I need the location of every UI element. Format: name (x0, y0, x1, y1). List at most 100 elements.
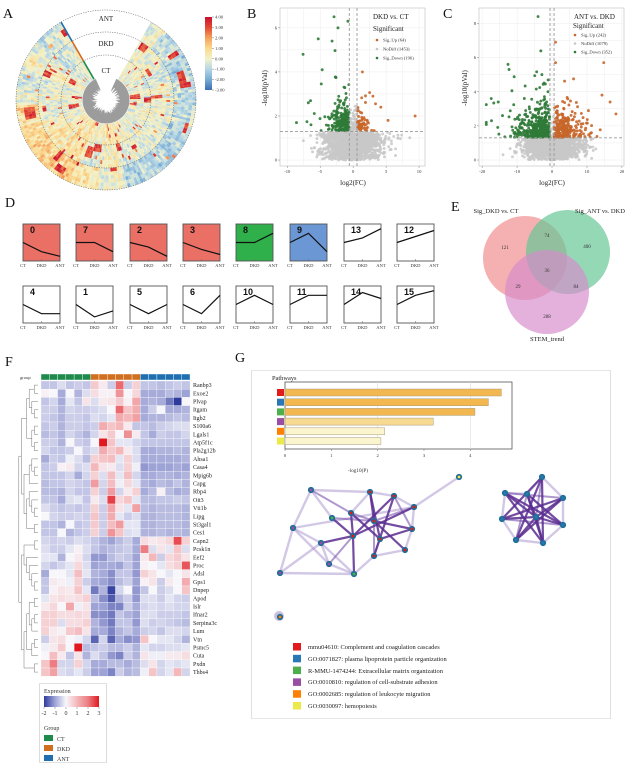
circos-cell (75, 103, 79, 105)
volcano-point (394, 154, 397, 157)
circos-cell (160, 113, 165, 117)
circos-cell (142, 147, 147, 152)
circos-cell (156, 73, 161, 77)
circos-cell (73, 109, 77, 112)
circos-cell (70, 125, 75, 130)
circos-cell (89, 119, 93, 123)
volcano-point (386, 118, 390, 122)
circos-cell (64, 94, 69, 97)
circos-cell (108, 178, 112, 183)
circos-cell (88, 74, 91, 78)
circos-cell (68, 101, 72, 103)
circos-cell (170, 101, 174, 105)
circos-cell (141, 77, 146, 81)
circos-cell (100, 178, 104, 183)
circos-cell (128, 107, 133, 110)
circos-cell (161, 108, 166, 112)
circos-cell (126, 79, 130, 83)
circos-cell (85, 120, 89, 125)
volcano-point (369, 139, 372, 143)
volcano-point (332, 109, 336, 113)
volcano-point (323, 115, 327, 119)
circos-cell (78, 84, 83, 87)
circos-cell (124, 115, 128, 118)
volcano-point (340, 106, 344, 110)
circos-cell (98, 130, 101, 134)
circos-cell (69, 79, 74, 83)
circos-cell (131, 108, 136, 111)
volcano-point (389, 139, 393, 143)
volcano-point (327, 127, 331, 131)
circos-cell (127, 81, 132, 85)
circos-cell (64, 99, 69, 102)
circos-cell (134, 148, 138, 153)
circos-cell (68, 107, 73, 110)
circos-cell (16, 94, 20, 98)
circos-cell (140, 128, 145, 132)
circos-cell (168, 83, 173, 87)
circos-cell (105, 186, 109, 191)
circos-cell (154, 106, 159, 109)
circos-cell (152, 114, 157, 118)
circos-cell (89, 77, 93, 81)
circos-cell (109, 156, 112, 161)
volcano-point (357, 122, 361, 126)
circos-cell (118, 158, 122, 163)
circos-cell (146, 91, 151, 94)
circos-cell (128, 106, 133, 109)
circos-cell (126, 74, 131, 78)
circos-cell (83, 135, 87, 140)
circos-cell (105, 123, 106, 128)
circos-cell (72, 74, 76, 79)
circos-cell (150, 126, 155, 130)
circos-cell (92, 128, 95, 133)
circos-cell (114, 147, 118, 152)
circos-cell (159, 115, 165, 119)
volcano-point (345, 104, 349, 108)
circos-cell (148, 113, 153, 117)
circos-cell (80, 62, 84, 67)
circos-cell (70, 70, 75, 74)
circos-cell (150, 62, 155, 66)
circos-cell (138, 117, 143, 121)
circos-cell (67, 121, 72, 125)
volcano-point (330, 123, 334, 127)
volcano-point (327, 139, 331, 143)
circos-cell (73, 67, 78, 72)
circos-cell (140, 81, 144, 85)
circos-cell (75, 114, 80, 118)
circos-cell (102, 156, 105, 161)
circos-cell (146, 63, 151, 68)
circos-cell (78, 128, 82, 132)
circos-cell (69, 108, 73, 111)
circos-cell (74, 72, 78, 76)
volcano-point (301, 139, 305, 143)
volcano-point (377, 149, 381, 153)
circos-cell (130, 141, 134, 146)
circos-cell (126, 64, 129, 69)
circos-cell (84, 128, 87, 132)
circos-cell (115, 125, 118, 130)
circos-cell (139, 123, 143, 128)
circos-cell (147, 100, 152, 102)
circos-cell (103, 160, 106, 165)
circos-cell (146, 117, 151, 121)
circos-cell (113, 178, 117, 183)
circos-cell (16, 110, 21, 114)
circos-cell (75, 82, 80, 86)
circos-cell (122, 70, 126, 75)
circos-cell (153, 59, 158, 64)
circos-cell (105, 156, 108, 161)
circos-cell (111, 133, 113, 138)
circos-cell (65, 79, 69, 83)
circos-cell (157, 130, 162, 134)
circos-cell (116, 185, 120, 190)
circos-cell (104, 123, 106, 128)
circos-cell (103, 171, 106, 176)
circos-cell (81, 126, 85, 130)
circos-cell (144, 66, 149, 71)
circos-cell (147, 103, 151, 106)
circos-cell (165, 73, 170, 77)
circos-cell (71, 120, 75, 124)
volcano-point (357, 115, 360, 118)
